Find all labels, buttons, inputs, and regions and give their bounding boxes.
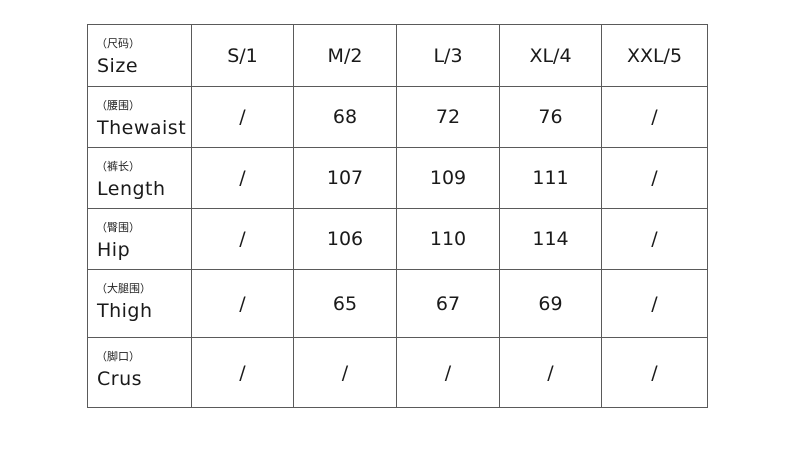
value-cell: 72 xyxy=(396,86,500,148)
table-row: （大腿围） Thigh/65 67 69/ xyxy=(87,269,708,338)
label-chinese: （臀围） xyxy=(96,221,140,234)
value-cell: 106 xyxy=(293,208,397,270)
value-cell: / xyxy=(601,337,708,408)
label-english: Size xyxy=(97,55,139,77)
value-cell: 114 xyxy=(499,208,602,270)
row-label-cell: （大腿围） Thigh xyxy=(87,269,192,338)
row-label-cell: （腰围） Thewaist xyxy=(87,86,192,148)
value-cell: 67 xyxy=(396,269,500,338)
value-cell: / xyxy=(601,86,708,148)
label-english: Crus xyxy=(97,368,143,390)
label-chinese: （腰围） xyxy=(96,99,140,112)
value-cell: 76 xyxy=(499,86,602,148)
value-cell: 111 xyxy=(499,147,602,209)
size-header-cell: L/3 xyxy=(396,24,500,87)
row-label-cell: （裤长） Length xyxy=(87,147,192,209)
label-english: Thewaist xyxy=(97,117,187,139)
value-cell: / xyxy=(191,337,294,408)
value-cell: 107 xyxy=(293,147,397,209)
table-row: （脚口） Crus / / / / / xyxy=(87,337,708,408)
value-cell: / xyxy=(601,208,708,270)
value-cell: 68 xyxy=(293,86,397,148)
value-cell: 65 xyxy=(293,269,397,338)
table-row: （腰围） Thewaist/68 72 76/ xyxy=(87,86,708,148)
value-cell: / xyxy=(191,208,294,270)
size-chart-table: （尺码） Size S/1 M/2 L/3 XL/4 XXL/5 （腰围） Thewaist/6… xyxy=(87,24,708,408)
row-label-cell: （尺码） Size xyxy=(87,24,192,87)
label-chinese: （裤长） xyxy=(96,160,140,173)
table-row: （臀围） Hip/106 110 114/ xyxy=(87,208,708,270)
value-cell: 110 xyxy=(396,208,500,270)
value-cell: / xyxy=(601,269,708,338)
value-cell: / xyxy=(396,337,500,408)
label-english: Length xyxy=(97,178,166,200)
value-cell: / xyxy=(191,86,294,148)
value-cell: / xyxy=(601,147,708,209)
value-cell: 109 xyxy=(396,147,500,209)
header-row: （尺码） Size S/1 M/2 L/3 XL/4 XXL/5 xyxy=(87,24,708,87)
row-label-cell: （臀围） Hip xyxy=(87,208,192,270)
value-cell: / xyxy=(499,337,602,408)
value-cell: 69 xyxy=(499,269,602,338)
label-chinese: （脚口） xyxy=(96,350,140,363)
row-label-cell: （脚口） Crus xyxy=(87,337,192,408)
size-header-cell: XL/4 xyxy=(499,24,602,87)
size-header-cell: M/2 xyxy=(293,24,397,87)
label-english: Hip xyxy=(97,239,131,261)
value-cell: / xyxy=(191,269,294,338)
value-cell: / xyxy=(293,337,397,408)
label-english: Thigh xyxy=(97,300,153,322)
value-cell: / xyxy=(191,147,294,209)
size-header-cell: XXL/5 xyxy=(601,24,708,87)
label-chinese: （大腿围） xyxy=(96,282,151,295)
table-row: （裤长） Length/107 109 111/ xyxy=(87,147,708,209)
size-header-cell: S/1 xyxy=(191,24,294,87)
label-chinese: （尺码） xyxy=(96,37,140,50)
